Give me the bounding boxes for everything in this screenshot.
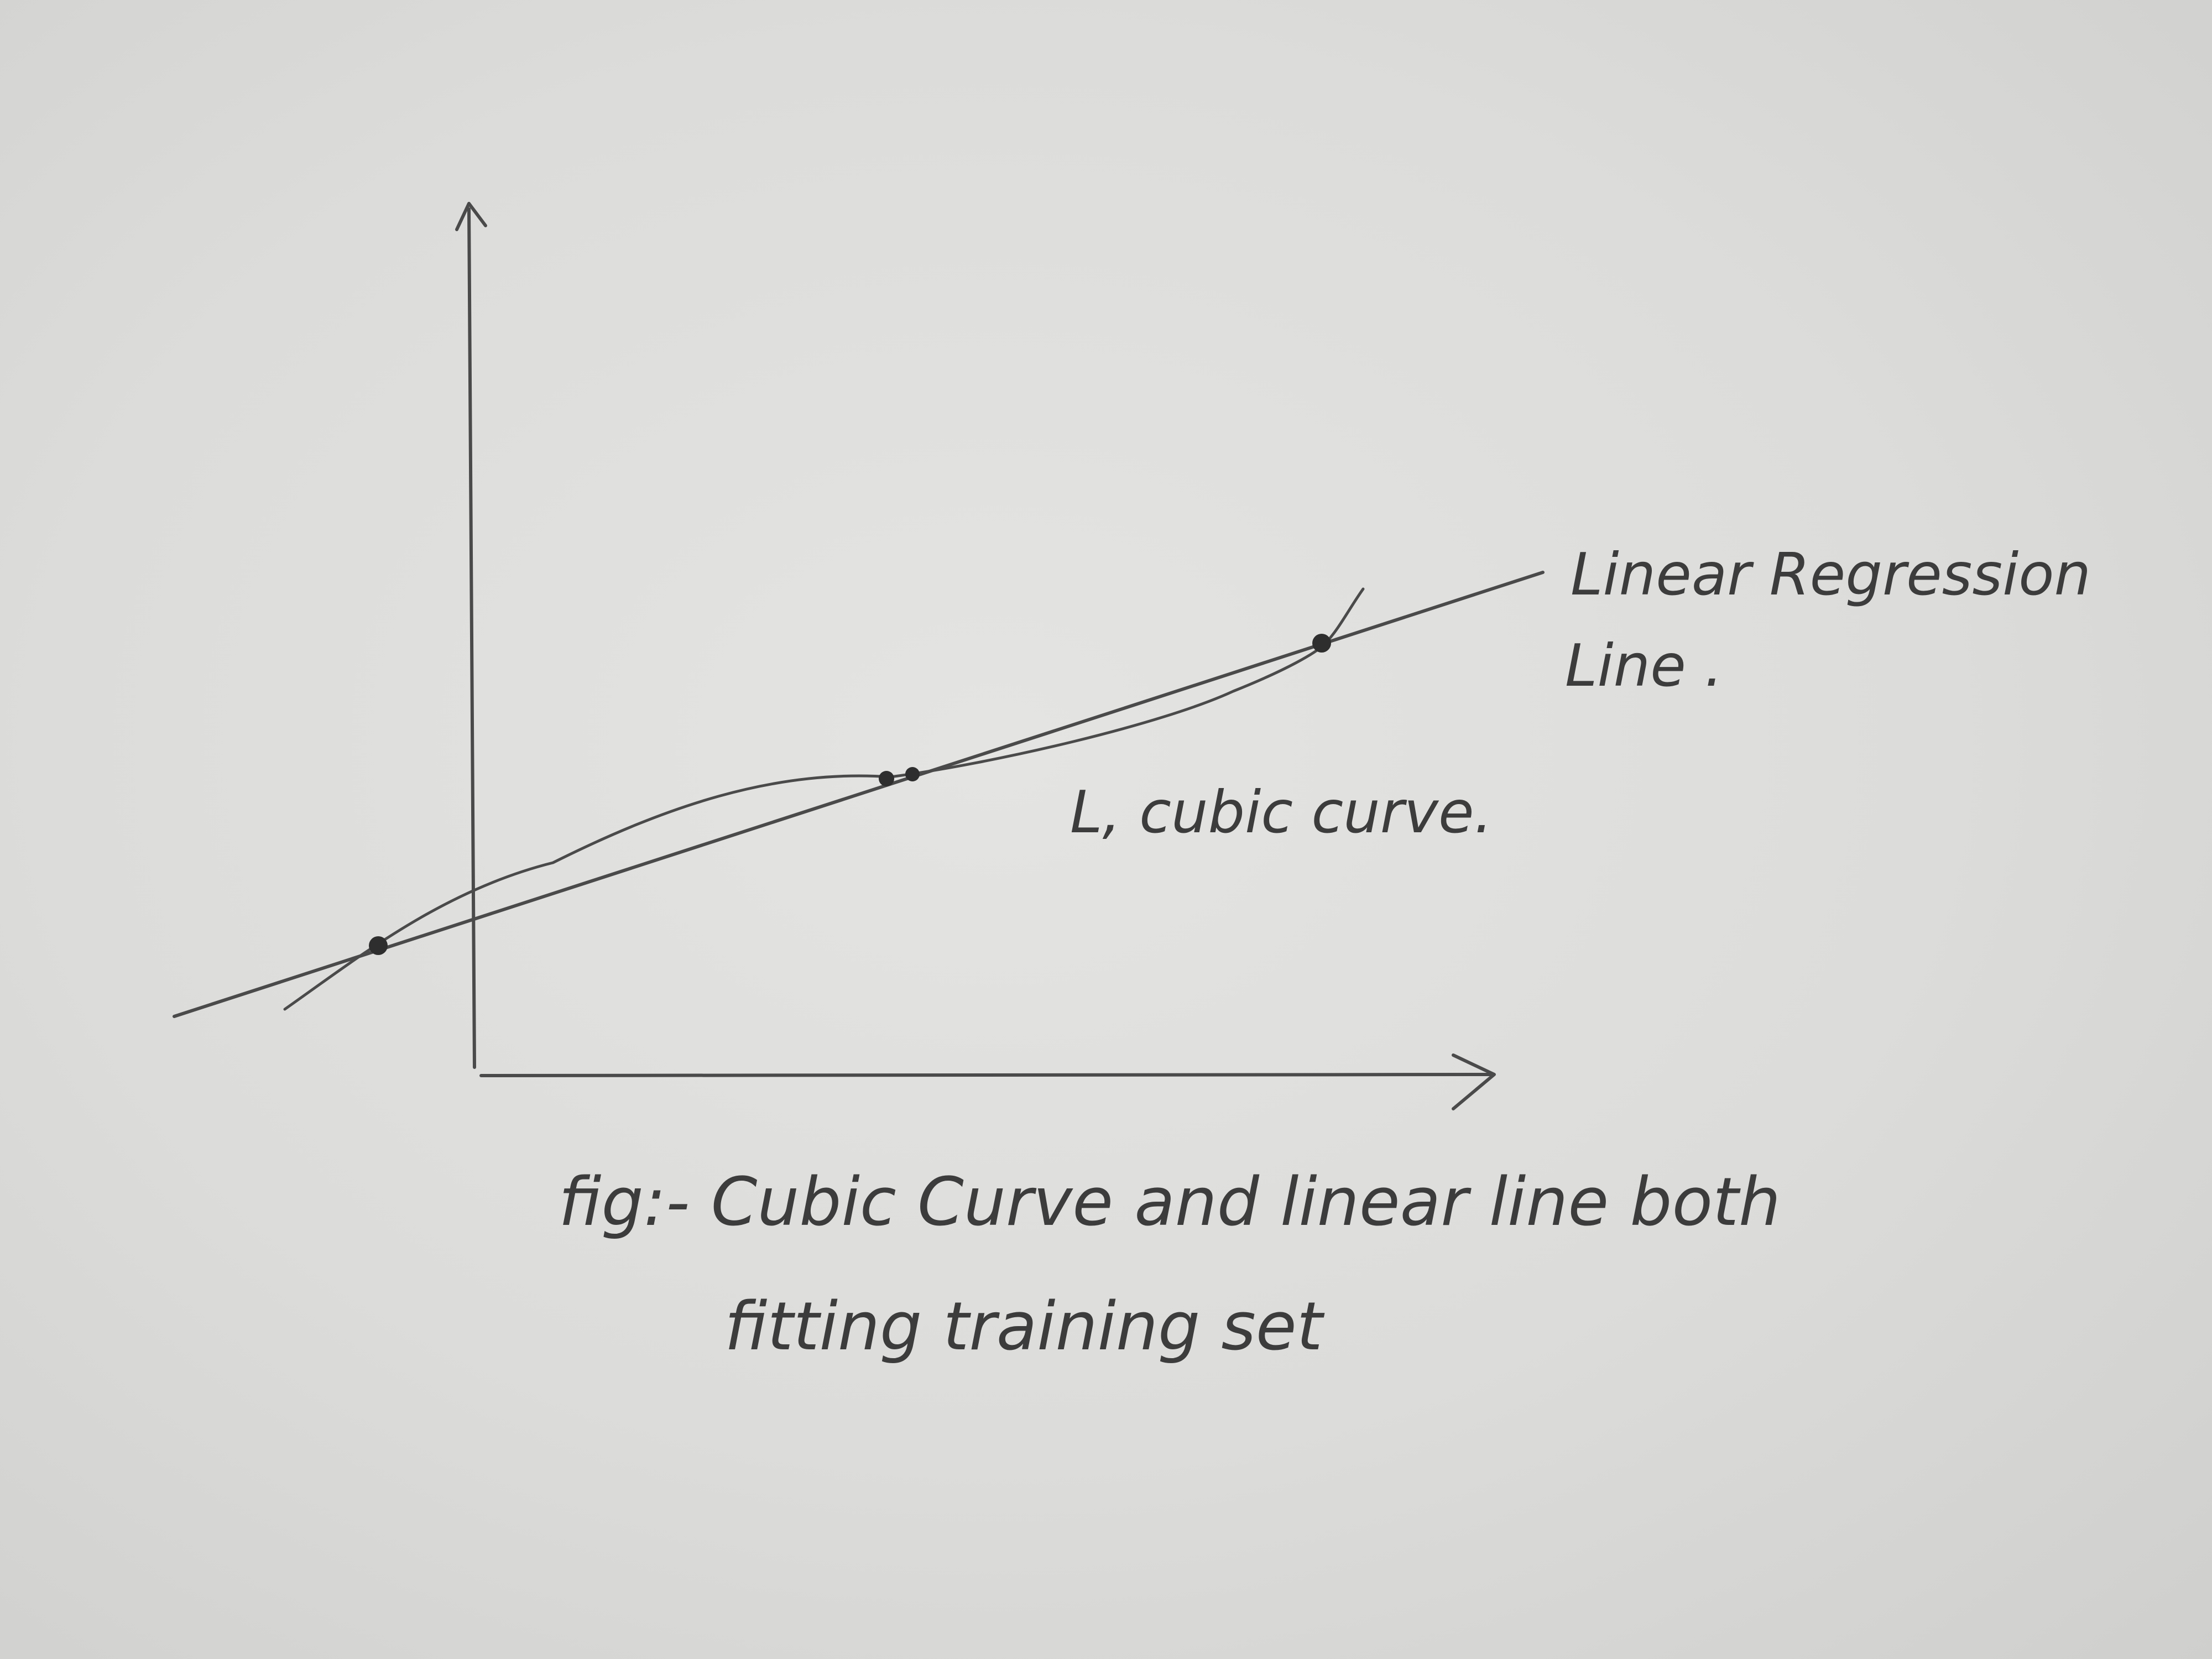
training-point [1312,634,1331,653]
x-axis-arrowhead [1452,1053,1496,1110]
figure-caption-line1: fig:- Cubic Curve and linear line both [559,1164,1781,1241]
x-axis [479,1073,1495,1077]
regression-line-label: Linear Regression [1571,541,2091,608]
figure-caption-line2: fitting training set [724,1288,1325,1365]
training-point [369,936,388,955]
regression-line-label-line2: Line . [1565,632,1723,700]
cubic-curve [283,587,1365,1011]
y-axis-arrowhead [455,202,487,231]
cubic-curve-label: L, cubic curve. [1070,779,1493,846]
training-point [905,767,920,781]
y-axis [467,207,476,1069]
training-point [879,771,894,786]
